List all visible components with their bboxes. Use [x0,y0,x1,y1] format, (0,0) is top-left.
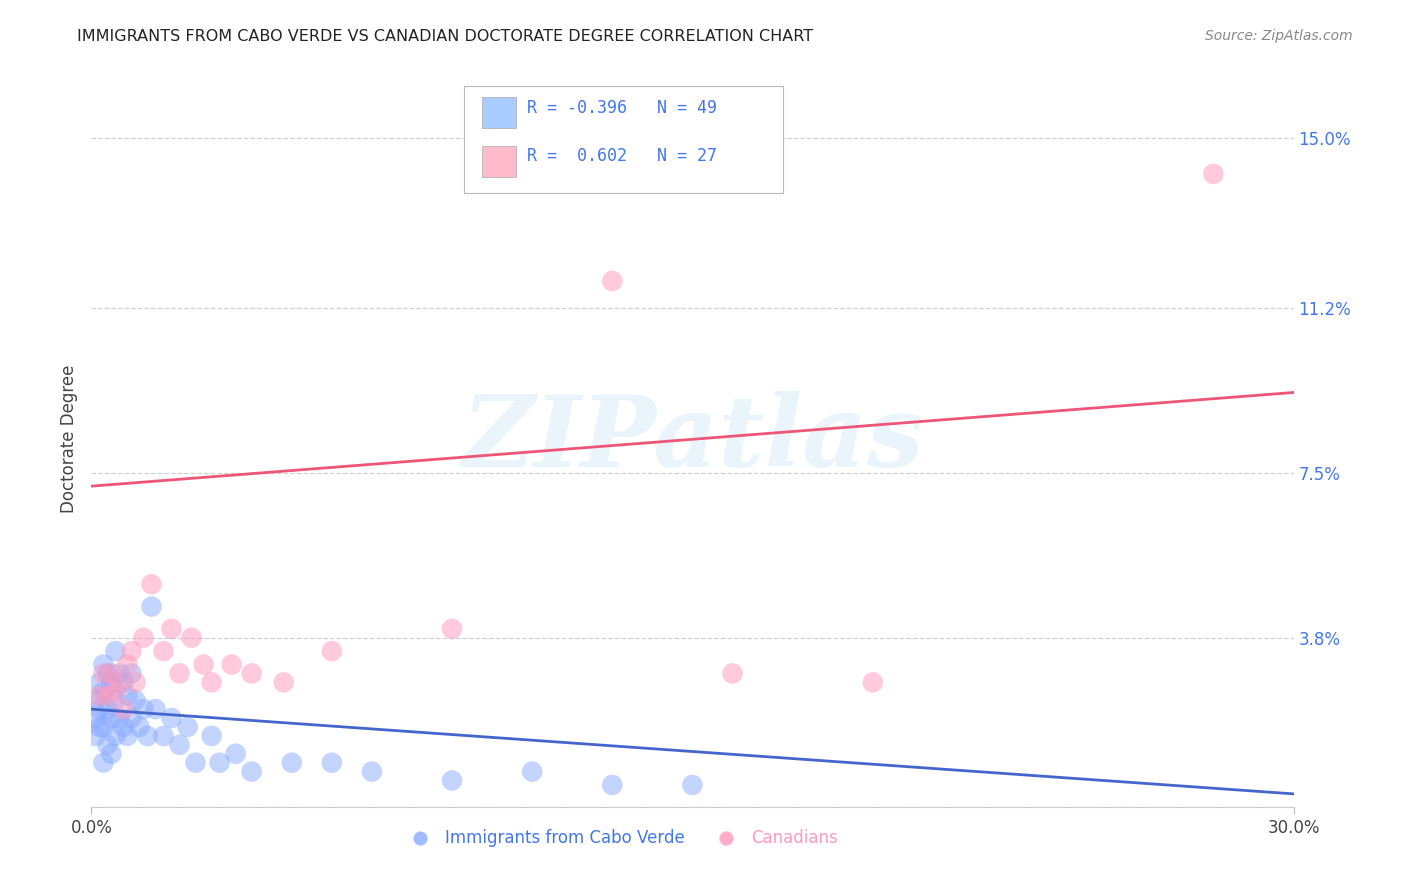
Point [193,657,215,672]
Point [124,693,146,707]
Point [96,689,118,703]
FancyBboxPatch shape [464,87,783,193]
Point [108,711,131,725]
Point [104,644,127,658]
Point [440,773,463,788]
Point [93,666,115,681]
Point [93,657,115,672]
Point [201,729,224,743]
Point [112,720,135,734]
Point [100,747,122,761]
Point [93,684,115,698]
Point [104,684,127,698]
Point [176,720,198,734]
Point [100,711,122,725]
FancyBboxPatch shape [482,145,516,177]
Point [360,764,382,779]
Point [136,729,159,743]
Point [602,274,624,288]
Point [108,675,131,690]
Point [89,720,111,734]
Point [201,675,224,690]
Text: ZIPatlas: ZIPatlas [461,391,924,488]
Point [240,764,263,779]
Point [141,577,163,591]
Point [522,764,544,779]
Point [112,675,135,690]
Point [121,666,143,681]
Point [281,756,304,770]
Point [104,693,127,707]
Point [89,675,111,690]
FancyBboxPatch shape [482,97,516,128]
Point [84,729,107,743]
Point [169,666,191,681]
Point [93,720,115,734]
Point [225,747,247,761]
Text: R =  0.602   N = 27: R = 0.602 N = 27 [527,147,717,165]
Point [117,729,139,743]
Point [121,644,143,658]
Point [321,756,343,770]
Y-axis label: Doctorate Degree: Doctorate Degree [59,365,77,514]
Point [100,666,122,681]
Point [84,711,107,725]
Point [89,689,111,703]
Point [112,702,135,716]
Point [208,756,231,770]
Point [141,599,163,614]
Point [160,622,183,636]
Point [96,738,118,752]
Point [108,666,131,681]
Point [152,729,174,743]
Point [221,657,243,672]
Point [132,702,155,716]
Text: IMMIGRANTS FROM CABO VERDE VS CANADIAN DOCTORATE DEGREE CORRELATION CHART: IMMIGRANTS FROM CABO VERDE VS CANADIAN D… [77,29,814,44]
Point [104,729,127,743]
Point [1202,167,1225,181]
Point [160,711,183,725]
Point [89,702,111,716]
Point [180,631,202,645]
Point [440,622,463,636]
Point [121,711,143,725]
Point [132,631,155,645]
Legend: Immigrants from Cabo Verde, Canadians: Immigrants from Cabo Verde, Canadians [396,822,845,855]
Point [152,644,174,658]
Point [169,738,191,752]
Point [721,666,744,681]
Point [602,778,624,792]
Point [117,657,139,672]
Point [93,756,115,770]
Point [240,666,263,681]
Point [100,675,122,690]
Point [321,644,343,658]
Point [145,702,167,716]
Point [681,778,703,792]
Text: Source: ZipAtlas.com: Source: ZipAtlas.com [1205,29,1353,43]
Text: R = -0.396   N = 49: R = -0.396 N = 49 [527,99,717,117]
Point [124,675,146,690]
Point [862,675,884,690]
Point [84,693,107,707]
Point [184,756,207,770]
Point [128,720,150,734]
Point [273,675,295,690]
Point [96,666,118,681]
Point [96,702,118,716]
Point [117,689,139,703]
